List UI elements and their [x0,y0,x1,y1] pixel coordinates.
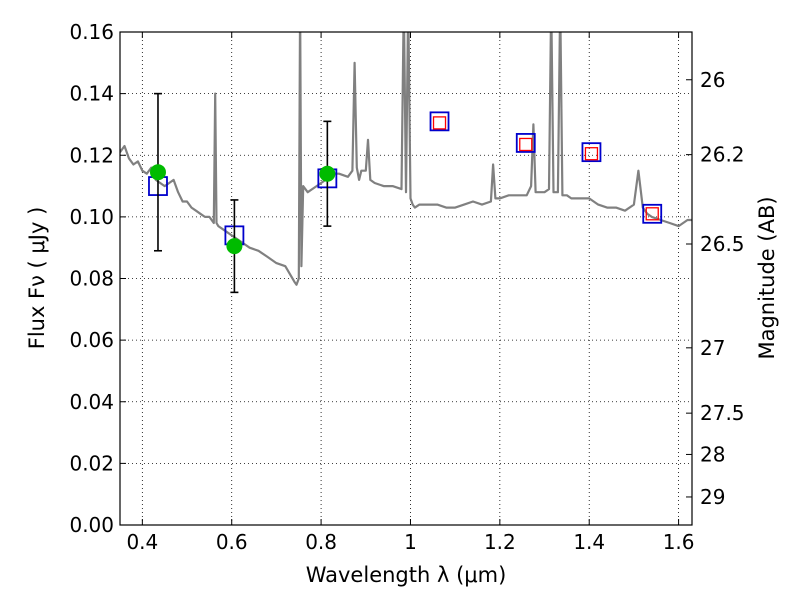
y-tick-label: 0.00 [69,513,114,537]
clipped-data-group [120,32,692,294]
x-tick-label: 0.6 [216,530,248,554]
y-tick-label: 0.02 [69,451,114,475]
x-tick-label: 0.4 [126,530,158,554]
x-tick-label: 1 [404,530,417,554]
y-tick-label: 0.04 [69,390,114,414]
upper-limit-square [519,137,533,152]
x-axis-title: Wavelength λ (μm) [306,563,507,587]
upper-limit-square [584,147,599,161]
observed-point [149,164,166,181]
y-axis-title: Flux Fν ( μJy ) [25,207,49,350]
plot-layer [120,32,692,294]
y2-tick-label: 29 [700,485,725,509]
model-band-square [515,133,536,153]
y-tick-label: 0.08 [69,267,114,291]
observed-point [226,238,243,255]
upper-limit-square [432,116,447,130]
x-tick-label: 0.8 [305,530,337,554]
x-tick-label: 1.6 [663,530,695,554]
y2-tick-label: 26.5 [700,232,745,256]
y2-axis-title: Magnitude (AB) [755,196,779,359]
x-tick-label: 1.4 [573,530,605,554]
y2-tick-label: 28 [700,442,725,466]
y-tick-label: 0.10 [69,205,114,229]
y-tick-label: 0.16 [69,20,114,44]
model-band-square [581,142,602,163]
y2-tick-label: 26.2 [700,143,745,167]
y-tick-label: 0.12 [69,143,114,167]
ticks-layer: 0.4 0.6 0.8 1 1.2 1.4 1.6 0.00 0.02 0.04 0.06 0.08 0… [69,20,744,554]
model-band-square [429,111,450,132]
y-tick-label: 0.06 [69,328,114,352]
x-tick-label: 1.2 [484,530,516,554]
y2-tick-label: 27.5 [700,401,745,425]
y2-tick-label: 27 [700,336,725,360]
model-band-square [642,203,663,224]
observed-point [319,165,336,182]
y2-tick-label: 26 [700,68,725,92]
spectrum-line [120,32,692,286]
upper-limit-square [645,207,659,221]
y-tick-label: 0.14 [69,82,114,106]
